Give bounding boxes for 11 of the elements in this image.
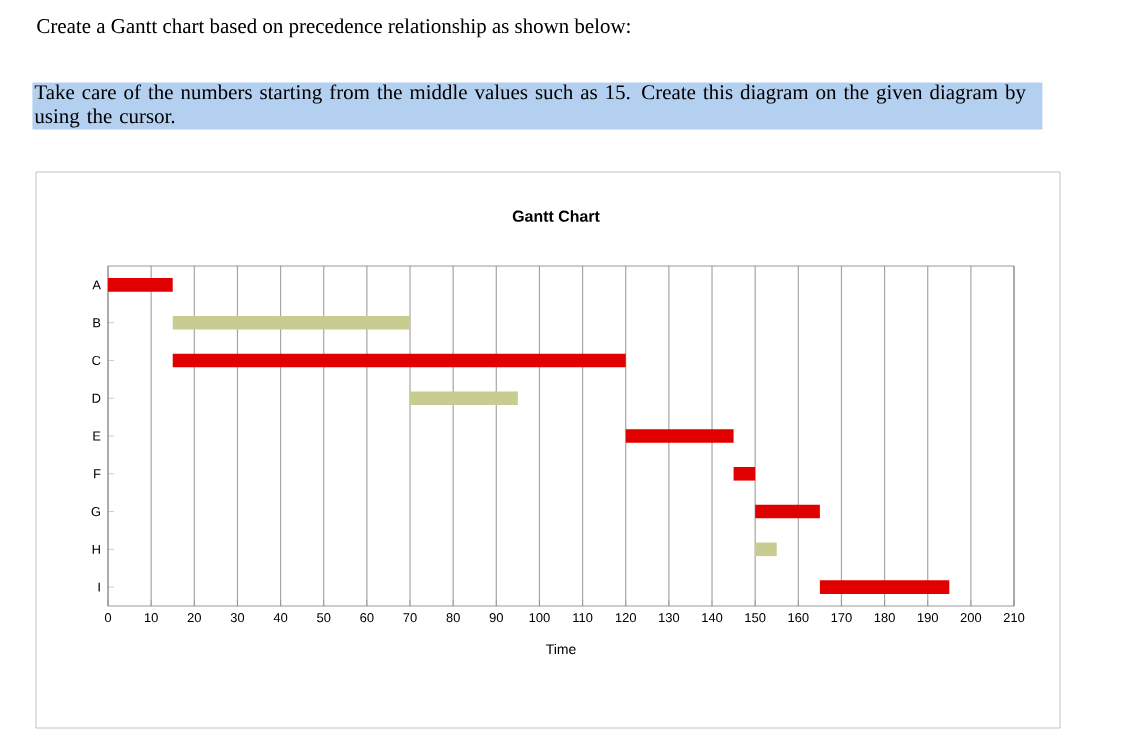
bar <box>819 580 950 594</box>
text: Create a Gantt chart based on precedence relationship as shown below: <box>37 18 630 38</box>
bar <box>172 353 626 368</box>
bar <box>755 542 777 557</box>
bar <box>625 429 734 443</box>
bar <box>108 278 173 292</box>
bar <box>733 466 756 481</box>
bar <box>755 504 820 519</box>
text: Take care of the numbers starting from the middle values such as 15. Create this diagram on the given diagram by using the cursor. <box>34 84 1026 128</box>
bar <box>410 391 518 406</box>
bar <box>172 315 411 330</box>
